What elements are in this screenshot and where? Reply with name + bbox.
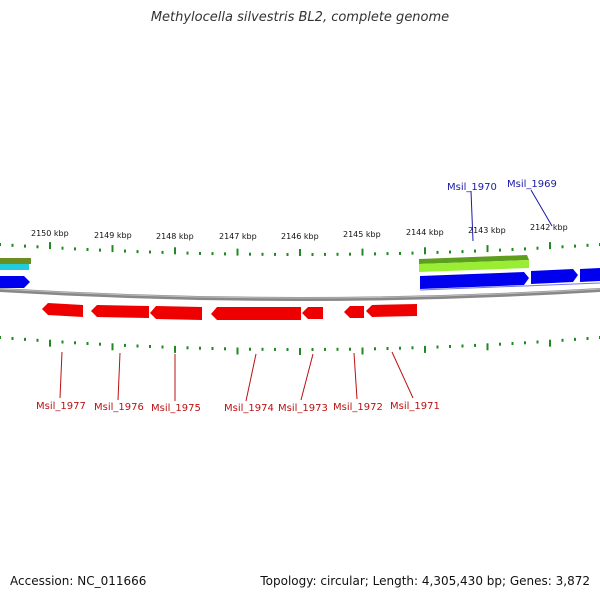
gene-label-msil-1976[interactable]: Msil_1976 — [94, 402, 144, 413]
gene-msil-1976[interactable] — [91, 305, 149, 318]
ruler-label-2149: 2149 kbp — [94, 231, 132, 240]
gene-label-msil-1975[interactable]: Msil_1975 — [151, 403, 201, 414]
gene-label-msil-1977[interactable]: Msil_1977 — [36, 401, 86, 412]
gene-msil-1971[interactable] — [366, 304, 417, 317]
gene-msil-1970-highlight[interactable] — [419, 255, 529, 264]
gene-label-msil-1971[interactable]: Msil_1971 — [390, 401, 440, 412]
gene-msil-1974[interactable] — [211, 307, 301, 320]
leader-msil-1972 — [353, 352, 358, 400]
genome-backbone — [0, 288, 600, 301]
gene-forward-left[interactable] — [0, 276, 30, 288]
upper-tick-ruler — [0, 242, 600, 256]
gene-label-msil-1972[interactable]: Msil_1972 — [333, 402, 383, 413]
gene-label-msil-1973[interactable]: Msil_1973 — [278, 403, 328, 414]
gene-msil-1977[interactable] — [42, 303, 83, 317]
gene-forward-shadow — [419, 282, 600, 291]
ruler-label-2150: 2150 kbp — [31, 229, 69, 238]
ruler-label-2147: 2147 kbp — [219, 232, 257, 241]
gene-msil-1970-highlight-body[interactable] — [419, 260, 529, 272]
ruler-label-2142: 2142 kbp — [530, 223, 568, 232]
lower-tick-ruler — [0, 336, 600, 355]
leader-msil-1971 — [391, 351, 414, 399]
ruler-label-2143: 2143 kbp — [468, 226, 506, 235]
gene-label-msil-1970[interactable]: Msil_1970 — [447, 182, 497, 193]
leader-msil-1976 — [117, 352, 121, 401]
gene-highlight-left[interactable] — [0, 258, 31, 264]
ruler-label-2148: 2148 kbp — [156, 232, 194, 241]
gene-msil-1970[interactable] — [420, 272, 529, 289]
leader-msil-1977 — [59, 351, 63, 399]
gene-msil-1969[interactable] — [531, 269, 578, 284]
gene-label-msil-1969[interactable]: Msil_1969 — [507, 179, 557, 190]
ruler-label-2145: 2145 kbp — [343, 230, 381, 239]
gene-msil-1973[interactable] — [302, 307, 323, 319]
leader-msil-1973 — [300, 353, 314, 401]
ruler-label-2144: 2144 kbp — [406, 228, 444, 237]
gene-label-msil-1974[interactable]: Msil_1974 — [224, 403, 274, 414]
genome-summary-text: Topology: circular; Length: 4,305,430 bp… — [260, 574, 590, 588]
genome-backbone-highlight — [0, 288, 600, 299]
gene-msil-1975[interactable] — [150, 306, 202, 320]
leader-msil-1969 — [530, 189, 553, 227]
gene-cyan-left[interactable] — [0, 264, 29, 270]
gene-forward-right-edge[interactable] — [580, 268, 600, 282]
gene-msil-1972[interactable] — [344, 306, 364, 318]
leader-msil-1974 — [245, 353, 257, 402]
accession-text: Accession: NC_011666 — [10, 574, 147, 588]
genome-title: Methylocella silvestris BL2, complete ge… — [150, 10, 450, 25]
leader-msil-1970 — [470, 190, 474, 242]
ruler-label-2146: 2146 kbp — [281, 232, 319, 241]
